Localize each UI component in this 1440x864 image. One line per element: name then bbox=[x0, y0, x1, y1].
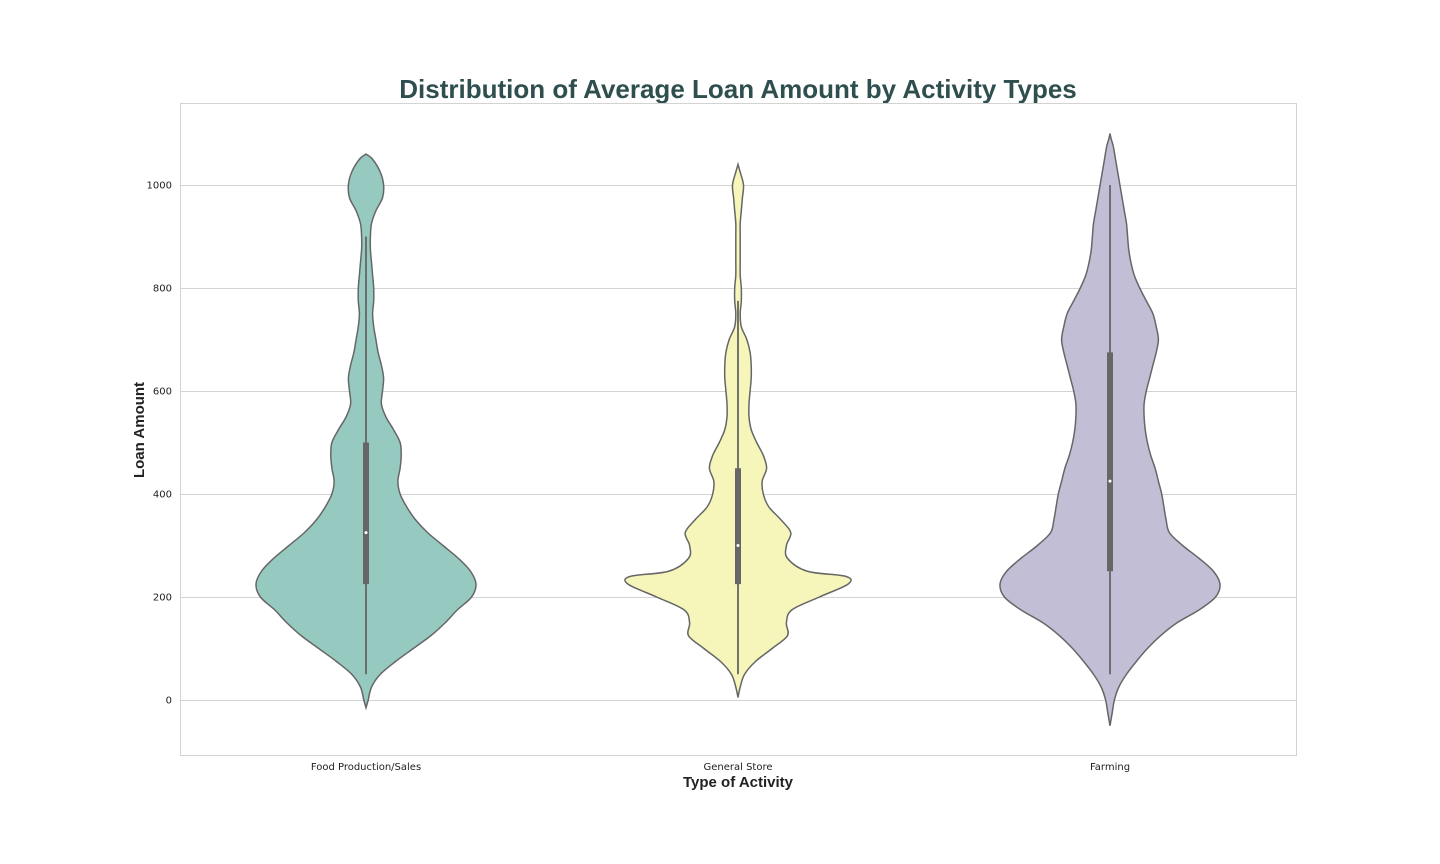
violin-group bbox=[255, 153, 477, 711]
y-tick-labels: 0 200 400 600 800 1000 bbox=[147, 181, 172, 707]
violin-group bbox=[999, 133, 1221, 726]
violin-median-point bbox=[364, 531, 368, 535]
violin-median-point bbox=[736, 544, 740, 547]
x-tick-labels: Food Production/Sales General Store Farmin… bbox=[311, 762, 1130, 773]
y-tick-label: 0 bbox=[166, 696, 172, 707]
y-tick-label: 1000 bbox=[147, 181, 172, 192]
x-tick-label: Food Production/Sales bbox=[311, 762, 421, 773]
y-tick-label: 800 bbox=[153, 284, 172, 295]
violins bbox=[255, 133, 1221, 726]
y-tick-label: 200 bbox=[153, 593, 172, 604]
violin-group bbox=[624, 161, 852, 698]
violin-median-point bbox=[1108, 479, 1112, 483]
x-axis-label: Type of Activity bbox=[683, 774, 794, 791]
y-tick-label: 400 bbox=[153, 490, 172, 501]
y-tick-label: 600 bbox=[153, 387, 172, 398]
plot-frame bbox=[180, 103, 1297, 756]
y-axis-label: Loan Amount bbox=[131, 382, 148, 478]
x-tick-label: General Store bbox=[703, 762, 772, 773]
chart-title: Distribution of Average Loan Amount by A… bbox=[399, 74, 1077, 104]
x-tick-label: Farming bbox=[1090, 762, 1130, 773]
